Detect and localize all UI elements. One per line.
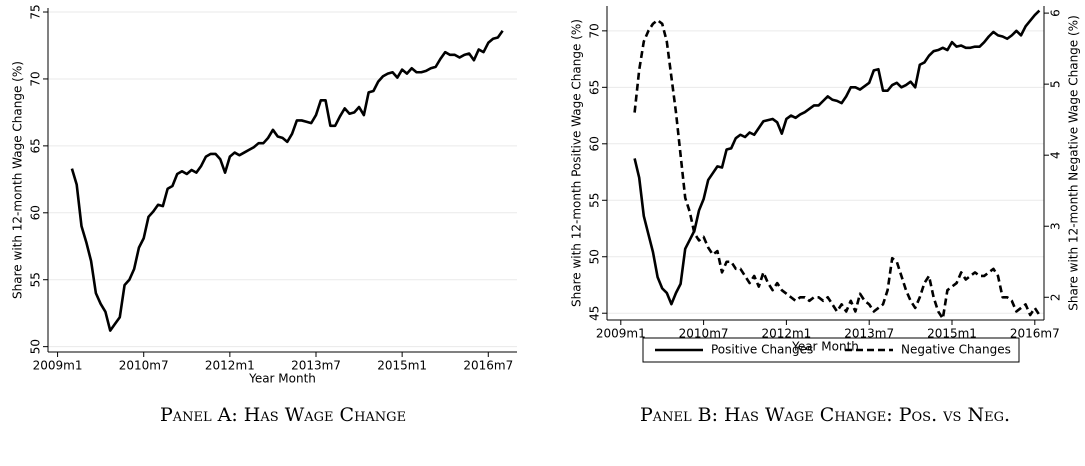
x-tick-label: 2009m1 [33,359,83,373]
x-tick-label: 2013m7 [844,327,894,341]
x-tick-label: 2012m1 [761,327,811,341]
y-tick-label: 75 [29,4,43,19]
y-tick-label: 50 [588,249,602,264]
x-tick-label: 2015m1 [377,359,427,373]
x-tick-label: 2010m7 [679,327,729,341]
legend-label: Positive Changes [711,343,813,357]
caption: Panel A: Has Wage Change [159,404,407,426]
legend-box [642,337,1020,363]
x-axis-title: Year Month [248,372,316,386]
x-tick-label: 2016m7 [1010,327,1060,341]
x-tick-label: 2015m1 [927,327,977,341]
y2-tick-label: 4 [1049,151,1063,159]
y2-tick-label: 3 [1049,222,1063,230]
y-tick-label: 45 [588,306,602,321]
y2-tick-label: 5 [1049,80,1063,88]
x-axis-title: Year Month [791,340,859,354]
x-tick-label: 2016m7 [463,359,513,373]
x-tick-label: 2013m7 [291,359,341,373]
data-line [70,29,504,332]
y2-axis-title: Share with 12-month Negative Wage Change… [1067,15,1081,311]
y-tick-label: 55 [29,272,43,287]
y-axis-title: Share with 12-month Positive Wage Change… [570,19,584,307]
y-tick-label: 65 [29,138,43,153]
legend-label: Negative Changes [901,343,1011,357]
data-line [633,18,1041,320]
y-axis-title: Share with 12-month Wage Change (%) [11,61,25,299]
y-tick-label: 60 [588,136,602,151]
caption: Panel B: Has Wage Change: Pos. vs Neg. [639,404,1011,426]
x-tick-label: 2010m7 [119,359,169,373]
y-tick-label: 60 [29,205,43,220]
y-tick-label: 50 [29,339,43,354]
x-tick-label: 2009m1 [596,327,646,341]
x-tick-label: 2012m1 [205,359,255,373]
y2-tick-label: 6 [1049,9,1063,17]
y-tick-label: 55 [588,193,602,208]
y-tick-label: 65 [588,80,602,95]
y2-tick-label: 2 [1049,293,1063,301]
data-line [633,9,1041,306]
y-tick-label: 70 [588,23,602,38]
y-tick-label: 70 [29,71,43,86]
